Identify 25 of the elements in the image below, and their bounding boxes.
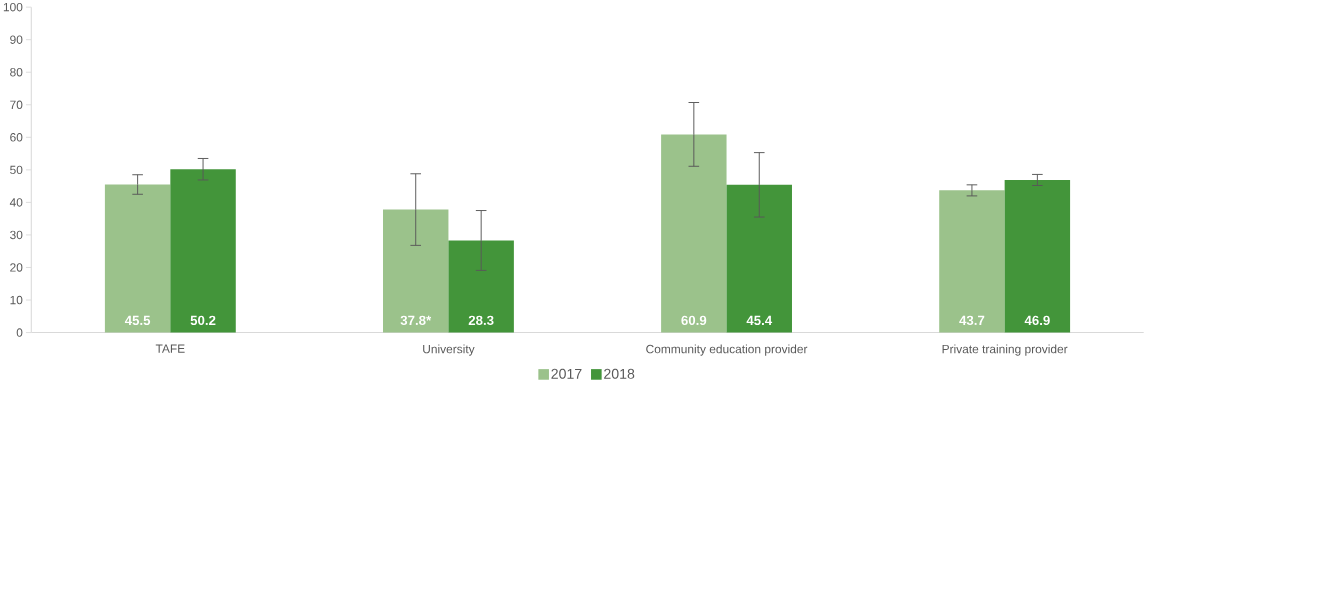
- x-tick-label: Private training provider: [942, 344, 1068, 356]
- y-tick-label: 70: [10, 100, 23, 110]
- data-label: 37.8*: [400, 315, 432, 326]
- x-tick-label: TAFE: [155, 344, 185, 353]
- data-label: 28.3: [468, 315, 494, 326]
- data-label: 45.5: [124, 315, 151, 326]
- y-tick-label: 40: [9, 198, 23, 207]
- legend-label: 2017: [551, 368, 582, 379]
- y-tick-label: 60: [10, 133, 23, 142]
- y-tick-label: 20: [10, 263, 23, 272]
- y-tick-label: 50: [10, 165, 23, 175]
- y-tick-label: 100: [3, 3, 23, 12]
- x-tick-label: Community education provider: [646, 344, 808, 356]
- y-tick-label: 90: [10, 35, 23, 45]
- legend-label: 2018: [604, 368, 635, 379]
- x-tick-label: University: [423, 344, 475, 356]
- data-label: 43.7: [959, 315, 985, 326]
- y-tick-label: 80: [10, 68, 23, 77]
- data-label: 46.9: [1024, 315, 1050, 326]
- y-tick-label: 30: [10, 230, 23, 240]
- data-label: 60.9: [681, 315, 707, 326]
- y-tick-label: 10: [10, 295, 23, 305]
- y-tick-label: 0: [16, 328, 23, 337]
- data-label: 50.2: [190, 315, 216, 326]
- data-label: 45.4: [746, 315, 773, 326]
